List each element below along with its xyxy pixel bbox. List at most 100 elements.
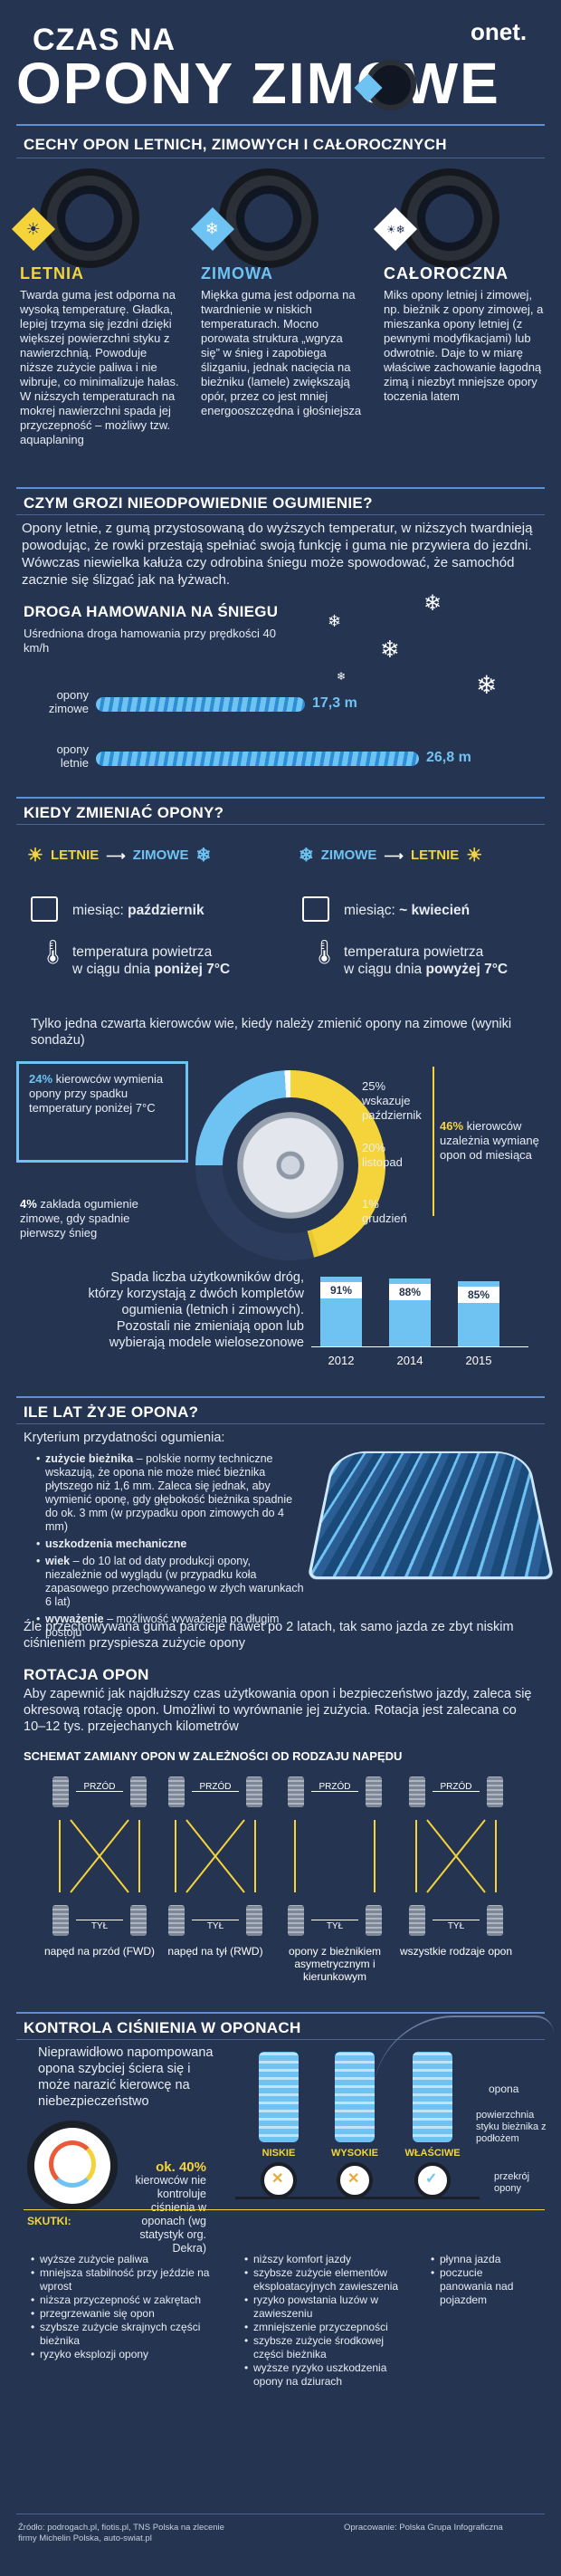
effect-item: szybsze zużycie skrajnych części bieżnik… (31, 2321, 230, 2348)
chart-data-label: 85% (458, 1287, 499, 1303)
winter-text: Miękka guma jest odporna na twardnienie … (201, 288, 364, 418)
users-bar-chart: 91% 2012 88% 2014 85% 2015 (311, 1266, 528, 1367)
chart-axis (311, 1346, 528, 1347)
scheme-tire-icon (409, 1905, 425, 1936)
sun-icon: ☀ (27, 844, 43, 867)
divider (16, 824, 545, 825)
chart-tick-label: 2014 (389, 1354, 431, 1367)
scheme-tire-icon (288, 1905, 304, 1936)
snowflake-icon: ❄ (328, 612, 341, 631)
summer-label: LETNIA (20, 264, 84, 283)
pressure-state-label: WŁAŚCIWE (400, 2148, 465, 2159)
scheme-tire-icon (409, 1776, 425, 1807)
scheme-tire-icon (487, 1905, 503, 1936)
tread-strip-icon (413, 2052, 452, 2142)
braking-value-winter: 17,3 m (312, 695, 357, 712)
right-month: miesiąc: ~ kwiecień (344, 902, 470, 920)
users-text: Spada liczba użytkowników dróg, którzy k… (80, 1269, 304, 1351)
effect-item: szybsze zużycie elementów eksploatacyjny… (244, 2266, 416, 2294)
danger-title: CZYM GROZI NIEODPOWIEDNIE OGUMIENIE? (24, 494, 373, 512)
left-temp: temperatura powietrza w ciągu dnia poniże… (72, 943, 230, 978)
left-month: miesiąc: październik (72, 902, 204, 920)
survey-c: 46% kierowców uzależnia wymianę opon od … (440, 1119, 547, 1163)
winter-tire-icon (219, 168, 319, 268)
snowflake-icon: ❄ (380, 636, 400, 664)
effect-item: zmniejszenie przyczepności (244, 2321, 416, 2334)
scheme-tire-icon (288, 1776, 304, 1807)
rotation-text: Aby zapewnić jak najdłuższy czas użytkow… (24, 1686, 537, 1735)
braking-row-label: opony letnie (38, 742, 89, 770)
tire-tread-icon (307, 1451, 554, 1579)
scheme-arrows (168, 1811, 262, 1901)
features-title: CECHY OPON LETNICH, ZIMOWYCH I CAŁOROCZN… (24, 136, 447, 154)
survey-a: 24% kierowców wymienia opony przy spadku… (29, 1072, 183, 1116)
braking-title: DROGA HAMOWANIA NA ŚNIEGU (24, 603, 278, 621)
age-item: wiek – do 10 lat od daty produkcji opony… (36, 1555, 308, 1609)
scheme-title: SCHEMAT ZAMIANY OPON W ZALEŻNOŚCI OD ROD… (24, 1749, 402, 1763)
section-rule (16, 487, 545, 489)
section-rule (16, 1396, 545, 1398)
scheme-tire-icon (246, 1776, 262, 1807)
winter-to-summer: ❄ ZIMOWE ⟶ LETNIE ☀ (299, 844, 482, 867)
scheme-tire-icon (487, 1776, 503, 1807)
scheme-axle (433, 1791, 480, 1792)
braking-bar-winter (96, 697, 305, 712)
age-criteria: Kryterium przydatności ogumienia: (24, 1429, 224, 1447)
allseason-text: Miks opony letniej i zimowej, np. bieżni… (384, 288, 547, 404)
effect-item: ryzyko eksplozji opony (31, 2348, 230, 2361)
legend-section: przekrój opony (494, 2171, 557, 2195)
divider (16, 514, 545, 515)
snowflake-icon: ❄ (423, 590, 442, 617)
chart-data-label: 91% (320, 1282, 362, 1298)
scheme-tire-icon (130, 1905, 147, 1936)
wheel-rim-icon (237, 1112, 344, 1219)
effects-label: SKUTKI: (27, 2215, 71, 2227)
snowflake-icon: ❄ (299, 844, 314, 867)
pressure-state-label: WYSOKIE (322, 2148, 387, 2159)
scheme-tire-icon (52, 1776, 69, 1807)
effects-rule (24, 2209, 545, 2210)
effect-item: przegrzewanie się opon (31, 2307, 230, 2321)
scheme-label: opony z bieżnikiem asymetrycznym i kieru… (275, 1945, 395, 1983)
divider (16, 1423, 545, 1424)
scheme-axle (76, 1791, 123, 1792)
effect-item: wyższe zużycie paliwa (31, 2253, 230, 2266)
scheme-tire-icon (246, 1905, 262, 1936)
status-mark-icon: ✕ (271, 2169, 283, 2188)
arrow-right-icon: ⟶ (106, 847, 126, 864)
scheme-tire-icon (366, 1776, 382, 1807)
scheme-axle (311, 1791, 358, 1792)
pressure-title: KONTROLA CIŚNIENIA W OPONACH (24, 2019, 301, 2037)
age-title: ILE LAT ŻYJE OPONA? (24, 1403, 198, 1422)
scheme-back-label: TYŁ (420, 1921, 492, 1931)
arrow-right-icon: ⟶ (384, 847, 404, 864)
onet-logo: onet. (471, 18, 527, 46)
effect-item: niższy komfort jazdy (244, 2253, 416, 2266)
scheme-axle (192, 1791, 239, 1792)
survey-d3: 1% grudzień (362, 1197, 434, 1226)
scheme-back-label: TYŁ (63, 1921, 136, 1931)
effect-item: mniejsza stabilność przy jeździe na wpro… (31, 2266, 230, 2294)
scheme-arrows (409, 1811, 503, 1901)
snowflake-icon: ❄ (476, 670, 497, 700)
age-item: uszkodzenia mechaniczne (36, 1537, 308, 1551)
summer-to-winter: ☀ LETNIE ⟶ ZIMOWE ❄ (27, 844, 211, 867)
footer-credit: Opracowanie: Polska Grupa Infograficzna (344, 2523, 503, 2533)
age-items: zużycie bieżnika – polskie normy technic… (36, 1452, 308, 1640)
scheme-arrows (52, 1811, 147, 1901)
effect-item: szybsze zużycie środkowej części bieżnik… (244, 2334, 416, 2361)
thermometer-icon: 🌡︎ (38, 938, 68, 966)
scheme-back-label: TYŁ (179, 1921, 252, 1931)
survey-intro: Tylko jedna czwarta kierowców wie, kiedy… (31, 1016, 537, 1049)
section-rule (16, 797, 545, 799)
header-rule (16, 124, 545, 126)
effect-item: ryzyko powstania luzów w zawieszeniu (244, 2294, 416, 2321)
header-line2: OPONY ZIMOWE (16, 54, 500, 112)
effect-item: niższa przyczepność w zakrętach (31, 2294, 230, 2307)
chart-data-label: 88% (389, 1284, 431, 1300)
age-item: zużycie bieżnika – polskie normy technic… (36, 1452, 308, 1534)
tread-strip-icon (335, 2052, 375, 2142)
when-title: KIEDY ZMIENIAĆ OPONY? (24, 804, 223, 822)
effects-high: niższy komfort jazdyszybsze zużycie elem… (244, 2253, 416, 2389)
rotation-title: ROTACJA OPON (24, 1666, 149, 1684)
